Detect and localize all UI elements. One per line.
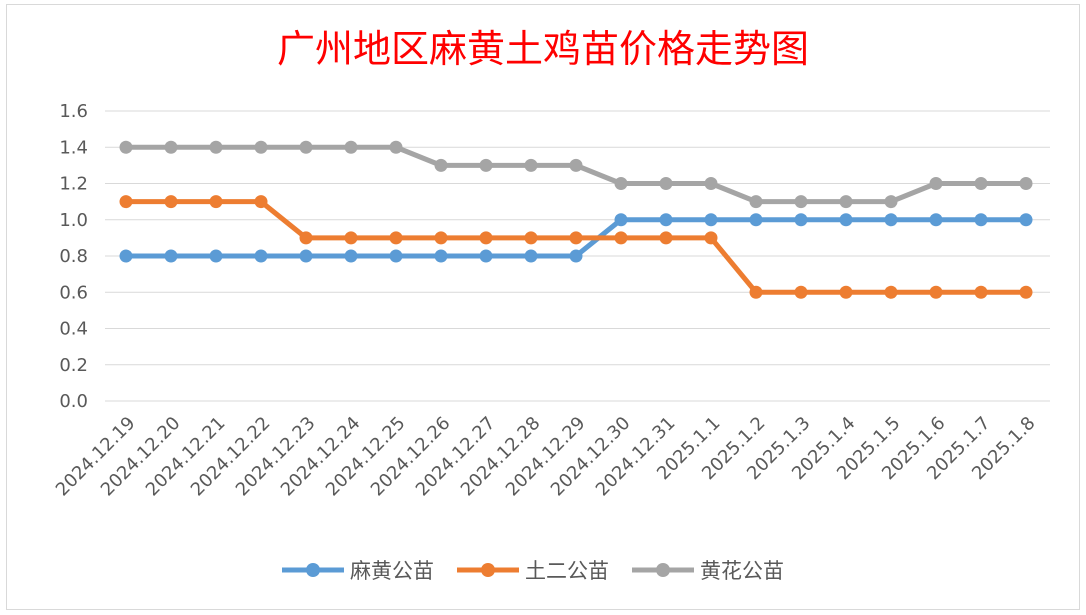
data-point [1019,177,1033,190]
legend: 麻黄公苗 土二公苗 黄花公苗 [282,559,784,583]
data-point [569,158,583,172]
data-point [119,195,133,209]
data-point [704,177,718,190]
legend-swatch-marker [306,563,320,577]
data-point [659,213,673,227]
data-point [209,249,223,263]
data-point [479,231,493,245]
series-lines [119,140,1033,299]
series-0 [119,213,1033,263]
data-point [794,195,808,209]
data-point [974,213,988,227]
data-point [794,285,808,299]
data-point [344,249,358,263]
legend-swatch-marker [656,563,670,577]
data-point [749,285,763,299]
data-point [299,140,313,154]
data-point [524,158,538,172]
data-point [209,195,223,209]
data-point [164,195,178,209]
data-point [524,231,538,245]
series-1 [119,195,1033,299]
data-point [389,140,403,154]
data-point [659,231,673,245]
data-point [164,140,178,154]
data-point [1019,285,1033,299]
y-tick-label: 0.6 [59,282,88,303]
data-point [254,249,268,263]
data-point [389,231,403,245]
data-point [974,177,988,190]
data-point [209,140,223,154]
y-tick-label: 0.4 [59,319,88,340]
data-point [344,231,358,245]
data-point [614,231,628,245]
data-point [344,140,358,154]
series-line [126,144,1026,205]
data-point [614,213,628,227]
data-point [119,140,133,154]
legend-label: 黄花公苗 [700,559,784,583]
data-point [299,249,313,263]
data-point [299,231,313,245]
data-point [884,213,898,227]
y-tick-label: 1.4 [59,137,88,158]
legend-label: 麻黄公苗 [350,559,434,583]
data-point [254,195,268,209]
y-tick-label: 0.2 [59,355,88,376]
data-point [479,249,493,263]
data-point [434,231,448,245]
data-point [569,231,583,245]
data-point [749,195,763,209]
data-point [884,285,898,299]
data-point [389,249,403,263]
chart-frame [6,4,1080,610]
data-point [569,249,583,263]
legend-label: 土二公苗 [525,559,609,583]
y-tick-label: 0.8 [59,246,88,267]
data-point [839,213,853,227]
legend-item: 土二公苗 [457,559,609,583]
data-point [839,195,853,209]
data-point [704,213,718,227]
chart-title: 广州地区麻黄土鸡苗价格走势图 [276,27,809,71]
data-point [479,158,493,172]
data-point [1019,213,1033,227]
data-point [974,285,988,299]
data-point [119,249,133,263]
y-tick-label: 1.0 [59,210,88,231]
data-point [614,177,628,190]
data-point [254,140,268,154]
data-point [164,249,178,263]
data-point [704,231,718,245]
data-point [659,177,673,190]
data-point [434,158,448,172]
legend-item: 黄花公苗 [632,559,784,583]
data-point [749,213,763,227]
series-2 [119,140,1033,209]
legend-item: 麻黄公苗 [282,559,434,583]
y-tick-label: 1.2 [59,174,88,195]
data-point [524,249,538,263]
y-tick-label: 1.6 [59,101,88,122]
data-point [884,195,898,209]
data-point [839,285,853,299]
data-point [929,177,943,190]
legend-swatch-marker [481,563,495,577]
x-axis-ticks: 2024.12.192024.12.202024.12.212024.12.22… [52,413,1040,501]
data-point [434,249,448,263]
data-point [929,285,943,299]
data-point [794,213,808,227]
y-axis-ticks: 0.0 0.2 0.4 0.6 0.8 1.0 1.2 1.4 1.6 [59,101,88,412]
data-point [929,213,943,227]
y-tick-label: 0.0 [59,391,88,412]
